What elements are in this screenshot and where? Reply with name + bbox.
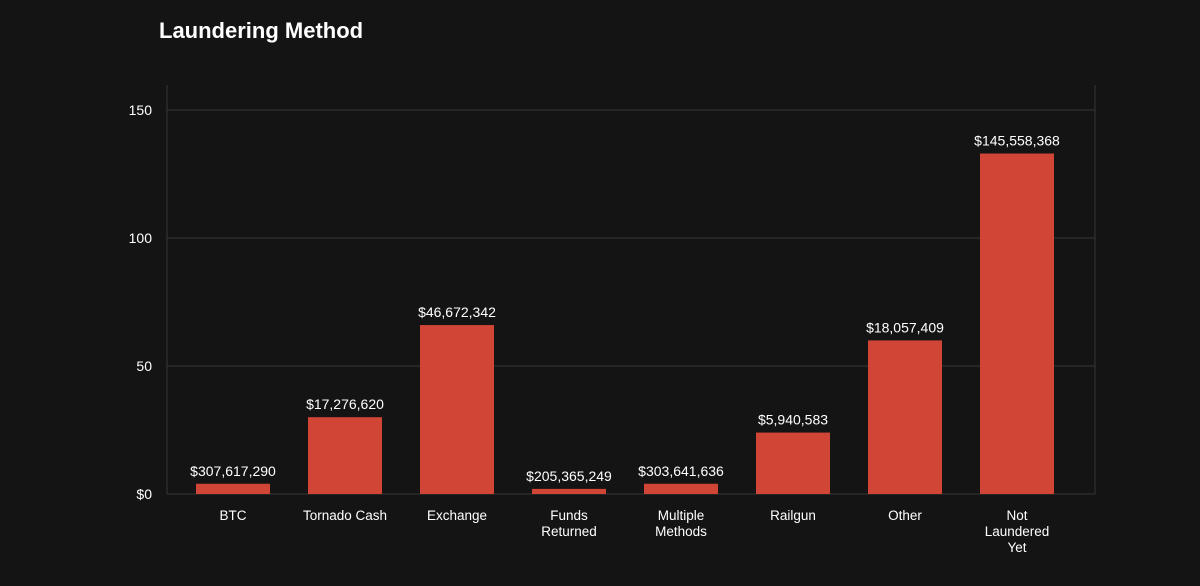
data-label: $17,276,620 [306,396,384,412]
data-label: $46,672,342 [418,304,496,320]
y-tick-label: 100 [129,230,153,246]
bar [196,483,270,494]
data-label: $5,940,583 [758,412,828,428]
bar [308,417,382,494]
y-tick-label: 50 [136,358,152,374]
x-tick-label: Methods [655,524,707,539]
bar [868,340,942,494]
chart-title: Laundering Method [159,18,364,43]
x-tick-label: Laundered [985,524,1050,539]
bar [532,488,606,494]
x-tick-label: Multiple [658,508,705,523]
x-tick-label: Not [1006,508,1027,523]
x-tick-label: Railgun [770,508,816,523]
x-tick-label: Yet [1007,540,1026,555]
bar [644,483,718,494]
bar [756,432,830,494]
y-tick-label: 150 [129,102,153,118]
x-tick-label: BTC [220,508,247,523]
x-tick-label: Other [888,508,922,523]
bar [980,153,1054,494]
y-tick-label: $0 [136,486,152,502]
x-tick-label: Exchange [427,508,487,523]
data-label: $145,558,368 [974,133,1060,149]
x-tick-label: Tornado Cash [303,508,387,523]
x-tick-label: Funds [550,508,588,523]
bar [420,325,494,494]
data-label: $18,057,409 [866,319,944,335]
data-label: $205,365,249 [526,468,612,484]
x-tick-label: Returned [541,524,597,539]
data-label: $303,641,636 [638,463,724,479]
data-label: $307,617,290 [190,463,276,479]
